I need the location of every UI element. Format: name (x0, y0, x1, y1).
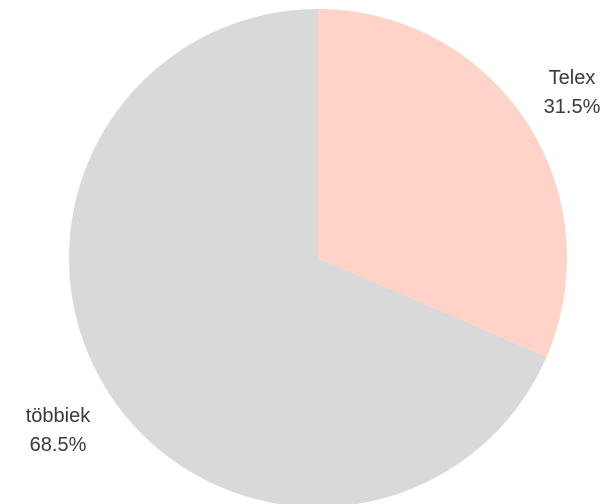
slice-percent-2: 68.5% (30, 434, 87, 456)
pie-slices (69, 9, 567, 504)
pie-labels: Telex 31.5% többiek 68.5% (26, 67, 601, 456)
pie-slice-2 (69, 9, 547, 504)
slice-label-2: többiek (26, 405, 91, 427)
pie-slice-1 (318, 9, 567, 357)
slice-label-1: Telex (549, 67, 596, 89)
slice-percent-1: 31.5% (544, 96, 601, 118)
